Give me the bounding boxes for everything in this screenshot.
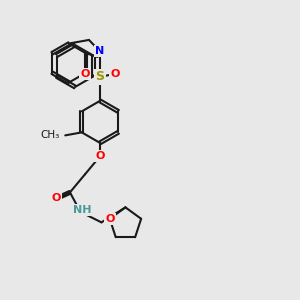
Text: O: O <box>51 194 61 203</box>
Text: S: S <box>95 70 104 83</box>
Text: O: O <box>80 69 90 79</box>
Text: O: O <box>95 152 105 161</box>
Text: O: O <box>105 214 114 224</box>
Text: NH: NH <box>73 206 91 215</box>
Text: N: N <box>95 46 105 56</box>
Text: O: O <box>110 69 120 79</box>
Text: CH₃: CH₃ <box>40 130 60 140</box>
